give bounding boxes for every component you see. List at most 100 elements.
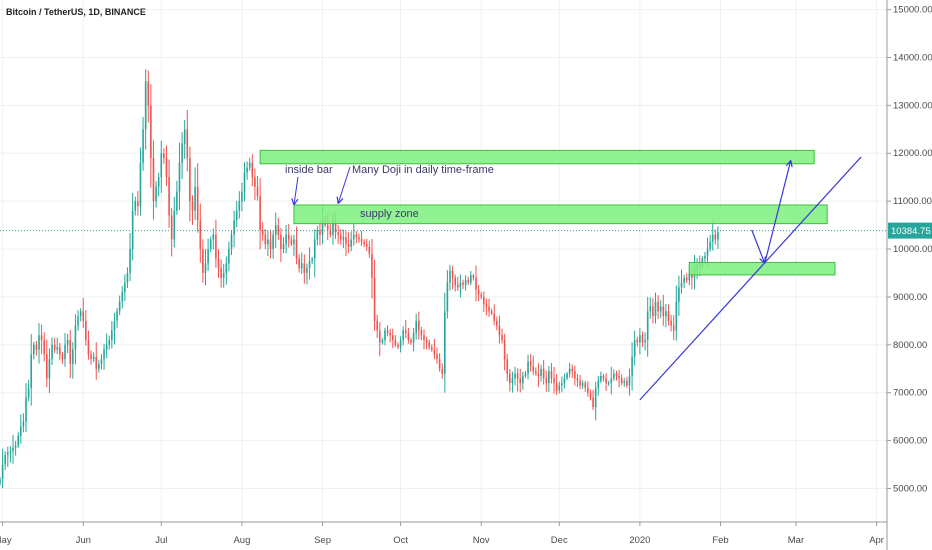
candle-body	[17, 435, 20, 446]
candle-body	[124, 282, 126, 293]
candle-body	[191, 201, 194, 211]
candle-body	[600, 375, 602, 381]
candle-body	[61, 354, 64, 360]
candle-body	[501, 335, 503, 341]
chart-title: Bitcoin / TetherUS, 1D, BINANCE	[6, 7, 146, 17]
candle-body	[100, 359, 103, 364]
candle-body	[274, 225, 277, 235]
candle-body	[53, 344, 56, 350]
candle-body	[566, 373, 568, 379]
candle-body	[113, 320, 116, 331]
candle-body	[0, 478, 1, 484]
candle-body	[66, 340, 69, 345]
candle-body	[464, 280, 467, 285]
candle-body	[714, 234, 717, 240]
candle-body	[451, 270, 454, 278]
candle-body	[555, 383, 558, 391]
supply-zone	[293, 204, 828, 225]
candle-body	[308, 261, 311, 269]
candle-body	[389, 332, 391, 336]
candle-body	[38, 335, 40, 350]
candle-body	[85, 320, 87, 341]
candle-body	[633, 340, 636, 357]
x-tick-label: Sep	[314, 535, 331, 546]
candle-body	[649, 306, 652, 312]
candle-body	[472, 275, 475, 278]
candle-body	[610, 378, 613, 384]
candle-body	[394, 340, 397, 345]
candle-body	[329, 229, 332, 235]
candle-body	[30, 354, 33, 388]
candle-body	[303, 263, 306, 273]
candle-body	[454, 277, 457, 285]
candle-body	[35, 344, 38, 350]
candle-body	[220, 268, 222, 278]
candle-body	[368, 246, 371, 254]
candle-body	[111, 330, 113, 341]
candle-body	[594, 387, 597, 408]
projection-segment	[751, 229, 766, 264]
candle-body	[493, 313, 496, 321]
candle-body	[675, 301, 678, 331]
y-tick-label: 15000.00	[893, 5, 932, 16]
candle-body	[548, 371, 550, 384]
candle-body	[183, 129, 186, 144]
candle-body	[514, 373, 516, 379]
candle-body	[144, 81, 147, 130]
candle-body	[613, 373, 615, 379]
candle-body	[152, 158, 155, 202]
candle-body	[443, 311, 446, 374]
candle-body	[306, 268, 308, 273]
candle-body	[74, 325, 77, 350]
candle-body	[254, 177, 256, 187]
candle-body	[607, 383, 610, 385]
candle-body	[378, 330, 381, 343]
candle-body	[457, 284, 459, 288]
candles	[0, 69, 719, 489]
candle-body	[540, 368, 542, 376]
candle-body	[267, 239, 269, 245]
candle-body	[118, 301, 121, 312]
x-tick-label: Aug	[233, 535, 250, 546]
candle-body	[264, 234, 267, 245]
candle-body	[542, 368, 545, 379]
candle-body	[639, 335, 641, 343]
candle-body	[665, 311, 667, 317]
candle-body	[597, 380, 600, 388]
candle-body	[25, 397, 27, 422]
candle-body	[399, 340, 402, 348]
candle-body	[22, 421, 25, 427]
y-tick-label: 11000.00	[893, 196, 932, 207]
candle-body	[360, 239, 363, 242]
candle-body	[535, 371, 537, 374]
candle-body	[295, 239, 298, 259]
candle-body	[654, 301, 657, 317]
candle-body	[212, 234, 215, 240]
rising-trendline	[639, 156, 862, 401]
candle-body	[243, 172, 246, 192]
candle-body	[516, 373, 519, 379]
candle-body	[137, 201, 139, 206]
candle-body	[618, 375, 620, 379]
candle-body	[410, 340, 412, 343]
projection-segment	[764, 160, 792, 264]
candle-body	[355, 234, 358, 238]
candle-body	[238, 201, 241, 211]
current-price-label: 10384.75	[891, 226, 931, 237]
grid	[0, 0, 887, 522]
inside-bar-arrowhead	[291, 198, 299, 206]
candle-body	[415, 320, 417, 333]
candle-body	[659, 306, 662, 312]
candle-body	[332, 220, 334, 235]
candle-body	[230, 234, 233, 250]
candle-body	[384, 330, 386, 341]
candle-body	[248, 162, 251, 168]
candle-body	[215, 234, 217, 259]
candle-body	[33, 344, 35, 355]
candle-body	[160, 153, 163, 178]
candle-body	[241, 191, 243, 202]
candle-body	[657, 301, 659, 312]
